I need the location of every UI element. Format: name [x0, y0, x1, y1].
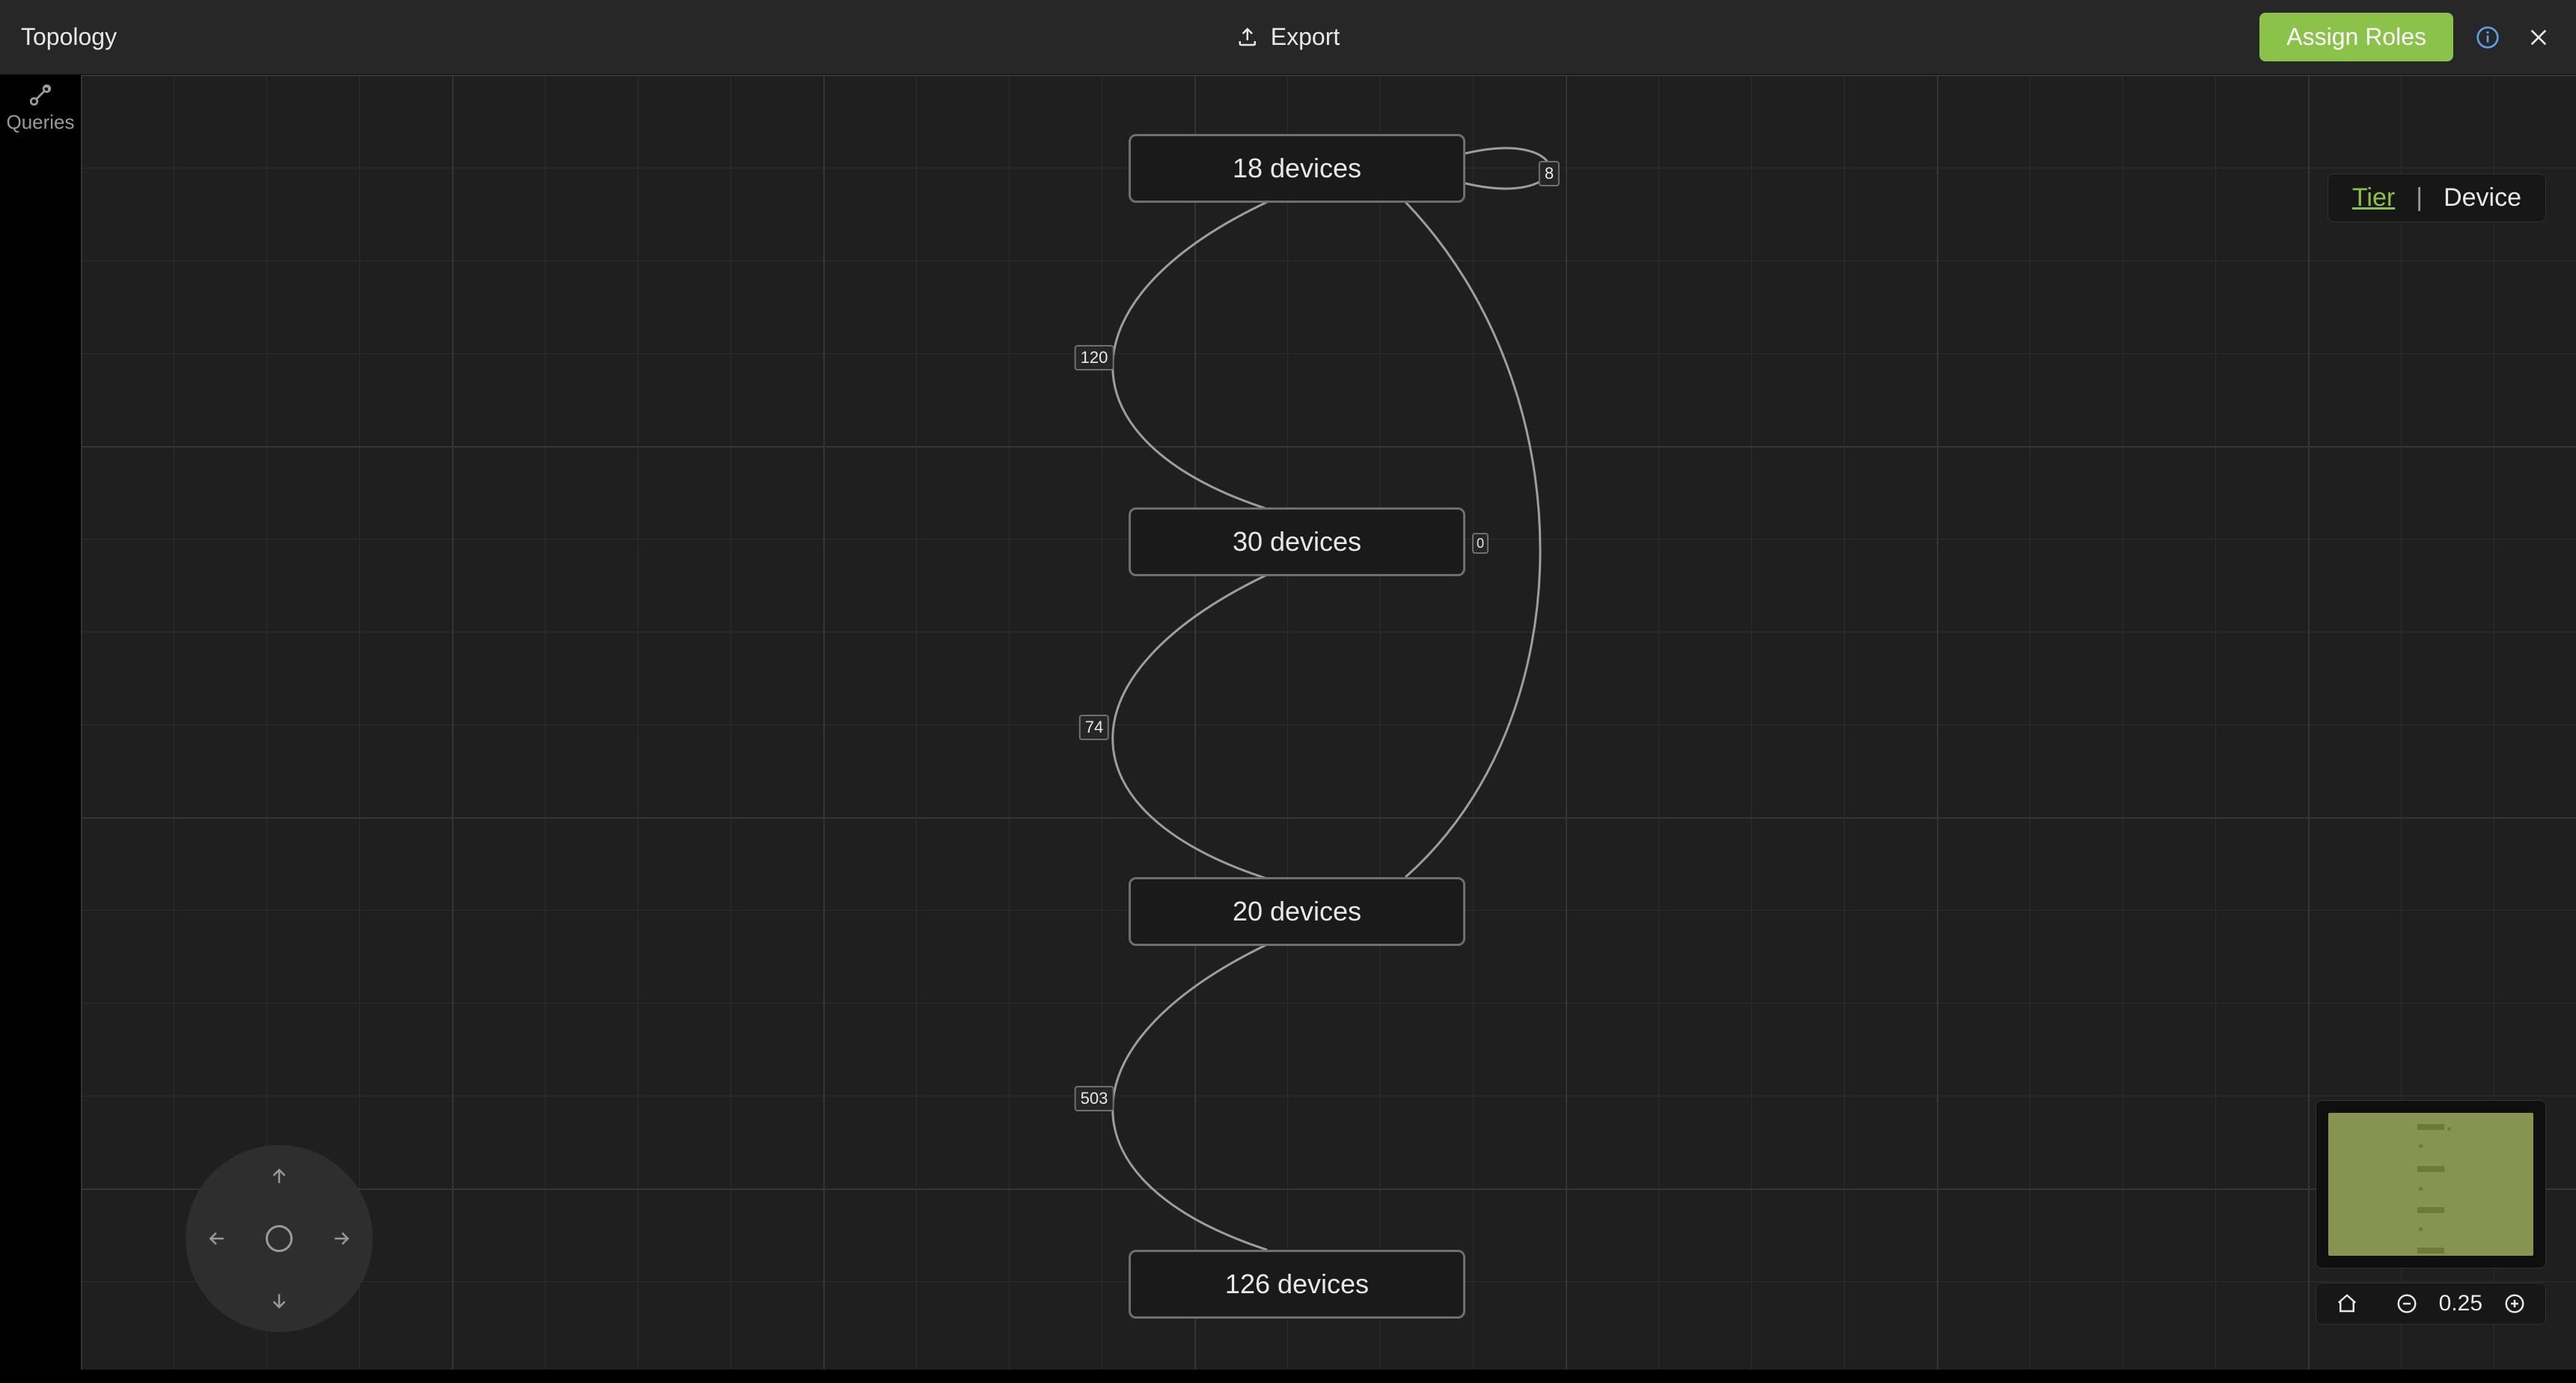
edge-label: 120	[1075, 345, 1114, 370]
info-icon	[2476, 24, 2500, 51]
tier-node[interactable]: 30 devices	[1129, 507, 1465, 576]
queries-icon	[28, 82, 53, 108]
assign-roles-button[interactable]: Assign Roles	[2259, 13, 2453, 61]
plus-circle-icon	[2503, 1292, 2526, 1315]
info-button[interactable]	[2471, 21, 2504, 54]
minimap-dot	[2447, 1127, 2451, 1131]
minimap[interactable]	[2316, 1100, 2546, 1268]
arrow-right-icon	[330, 1227, 352, 1250]
edge	[1465, 148, 1550, 189]
arrow-up-icon	[268, 1165, 290, 1188]
export-icon	[1236, 26, 1259, 49]
minimap-node	[2417, 1166, 2444, 1172]
arrow-left-icon	[206, 1227, 228, 1250]
edges-layer	[81, 75, 2576, 1370]
header-bar: Topology Export Assign Roles	[0, 0, 2576, 75]
export-label: Export	[1271, 23, 1340, 51]
edge-label: 503	[1075, 1086, 1114, 1111]
close-button[interactable]	[2522, 21, 2555, 54]
pan-center-button[interactable]	[266, 1225, 293, 1252]
minimap-node	[2417, 1124, 2444, 1130]
pan-right-button[interactable]	[320, 1218, 362, 1260]
zoom-out-button[interactable]	[2391, 1292, 2423, 1316]
edge	[1113, 944, 1267, 1250]
tier-node[interactable]: 20 devices	[1129, 877, 1465, 946]
minimap-node	[2417, 1248, 2444, 1254]
minimap-node	[2417, 1207, 2444, 1213]
minimap-viewport	[2328, 1113, 2533, 1256]
home-icon	[2336, 1292, 2358, 1315]
view-device-option[interactable]: Device	[2444, 183, 2521, 213]
topology-canvas[interactable]: 8 120 0 74 503 18 devices 30 devices 20 devices…	[81, 75, 2576, 1370]
edge-label: 74	[1079, 715, 1109, 740]
topology-graph: 8 120 0 74 503 18 devices 30 devices 20 devices…	[81, 75, 2576, 1370]
tier-node[interactable]: 126 devices	[1129, 1250, 1465, 1319]
zoom-home-button[interactable]	[2331, 1292, 2363, 1316]
zoom-in-button[interactable]	[2499, 1292, 2530, 1316]
queries-tab[interactable]: Queries	[6, 82, 74, 134]
minimap-dot	[2419, 1187, 2423, 1191]
arrow-down-icon	[268, 1289, 290, 1312]
assign-roles-label: Assign Roles	[2286, 23, 2426, 50]
edge-label: 8	[1539, 161, 1560, 186]
pan-up-button[interactable]	[258, 1155, 300, 1197]
close-icon	[2527, 25, 2551, 49]
zoom-level-label: 0.25	[2439, 1291, 2482, 1316]
export-button[interactable]: Export	[1236, 23, 1340, 51]
minus-circle-icon	[2396, 1292, 2418, 1315]
minimap-dot	[2441, 1168, 2445, 1172]
view-toggle: Tier | Device	[2328, 174, 2546, 222]
bottom-strip	[0, 1370, 2576, 1383]
page-title: Topology	[21, 23, 117, 51]
queries-label: Queries	[6, 111, 74, 134]
pan-left-button[interactable]	[196, 1218, 238, 1260]
edge	[1113, 575, 1267, 879]
pan-down-button[interactable]	[258, 1280, 300, 1322]
minimap-dot	[2419, 1227, 2423, 1231]
view-toggle-separator: |	[2416, 183, 2423, 213]
left-rail: Queries	[0, 75, 81, 1370]
edge	[1113, 202, 1267, 509]
view-tier-option[interactable]: Tier	[2352, 183, 2395, 213]
edge-label: 0	[1472, 533, 1489, 554]
pan-wheel	[186, 1145, 373, 1332]
minimap-dot	[2419, 1144, 2423, 1148]
zoom-bar: 0.25	[2316, 1283, 2546, 1325]
tier-node[interactable]: 18 devices	[1129, 134, 1465, 203]
